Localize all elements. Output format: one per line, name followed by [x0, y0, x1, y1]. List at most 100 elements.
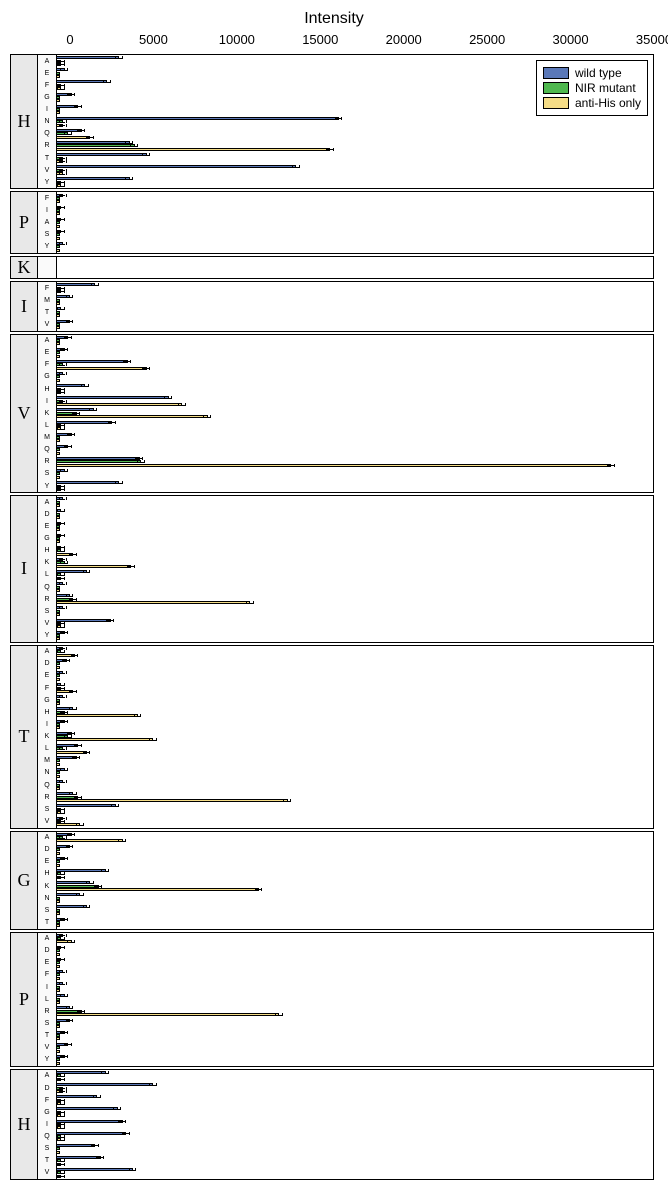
error-bar — [60, 632, 67, 633]
bar — [57, 654, 653, 657]
row-sublabel: Y — [38, 630, 56, 642]
row-sublabel: G — [38, 371, 56, 383]
bar-row — [57, 496, 653, 508]
bar — [57, 637, 653, 640]
bar-fill — [57, 702, 60, 705]
bar — [57, 464, 653, 467]
row-sublabel: T — [38, 1155, 56, 1167]
error-bar — [59, 972, 66, 973]
error-bar — [60, 996, 67, 997]
bar-fill — [57, 714, 138, 717]
bar-fill — [57, 637, 60, 640]
error-bar — [57, 1137, 64, 1138]
error-bar — [62, 660, 69, 661]
row-sublabel: V — [38, 1167, 56, 1179]
error-bar — [106, 620, 113, 621]
sublabel-column: ADFGIQSTV — [38, 1070, 57, 1179]
bar-row — [57, 767, 653, 779]
error-bar — [81, 386, 88, 387]
error-bar — [96, 1157, 103, 1158]
error-bar — [607, 465, 614, 466]
row-sublabel: I — [38, 718, 56, 730]
row-sublabel: I — [38, 1118, 56, 1130]
error-bar — [57, 575, 64, 576]
error-bar — [127, 566, 134, 567]
error-bar — [69, 794, 76, 795]
bar-fill — [57, 476, 60, 479]
row-sublabel: Q — [38, 128, 56, 140]
row-sublabel: R — [38, 593, 56, 605]
error-bar — [59, 374, 66, 375]
row-sublabel: R — [38, 791, 56, 803]
row-sublabel: T — [38, 152, 56, 164]
row-sublabel: D — [38, 658, 56, 670]
row-sublabel: Q — [38, 581, 56, 593]
panel: IADEGHKLQRSVY — [10, 495, 654, 643]
bar — [57, 439, 653, 442]
error-bar — [149, 1085, 156, 1086]
row-sublabel: A — [38, 646, 56, 658]
error-bar — [57, 551, 64, 552]
bar-fill — [57, 613, 60, 616]
error-bar — [91, 285, 98, 286]
panel: TADEFGHIKLMNQRSV — [10, 645, 654, 829]
bar-row — [57, 335, 653, 347]
row-sublabel: E — [38, 347, 56, 359]
panel-label: H — [11, 1070, 38, 1179]
bar-row — [57, 694, 653, 706]
sublabel-column: ADEGHKLQRSVY — [38, 496, 57, 642]
bar — [57, 726, 653, 729]
error-bar — [60, 1056, 67, 1057]
bars-column — [57, 933, 653, 1066]
bar-row — [57, 868, 653, 880]
panel: VAEFGHIKLMQRSY — [10, 334, 654, 494]
bar-fill — [57, 565, 131, 568]
bar — [57, 924, 653, 927]
sublabel-column: ADEFILRSTVY — [38, 933, 57, 1066]
panel: GADEHKNST — [10, 831, 654, 930]
bar-fill — [57, 763, 60, 766]
legend-label: NIR mutant — [575, 81, 636, 95]
bar — [57, 953, 653, 956]
bar — [57, 1001, 653, 1004]
error-bar — [111, 806, 118, 807]
row-sublabel: T — [38, 916, 56, 928]
error-bar — [59, 838, 66, 839]
bar-fill — [57, 516, 60, 519]
error-bar — [60, 721, 67, 722]
bar-row — [57, 731, 653, 743]
bar-fill — [57, 726, 60, 729]
bar — [57, 326, 653, 329]
error-bar — [57, 623, 64, 624]
bar — [57, 290, 653, 293]
bar — [57, 738, 653, 741]
row-sublabel: N — [38, 767, 56, 779]
error-bar — [83, 572, 90, 573]
row-sublabel: Y — [38, 1054, 56, 1066]
error-bar — [57, 489, 64, 490]
bar — [57, 1138, 653, 1141]
x-tick: 10000 — [219, 32, 255, 47]
bar-fill — [57, 355, 60, 358]
error-bar — [59, 499, 66, 500]
error-bar — [135, 458, 142, 459]
error-bar — [57, 389, 64, 390]
error-bar — [57, 511, 64, 512]
panel-label: T — [11, 646, 38, 828]
error-bar — [283, 801, 290, 802]
panel-label: K — [11, 257, 38, 278]
bar-fill — [57, 678, 60, 681]
legend-item: wild type — [543, 66, 641, 80]
error-bar — [57, 821, 64, 822]
error-bar — [57, 874, 64, 875]
error-bar — [59, 673, 66, 674]
row-sublabel: E — [38, 520, 56, 532]
error-bar — [60, 770, 67, 771]
bar-fill — [57, 379, 60, 382]
bar-row — [57, 981, 653, 993]
row-sublabel: S — [38, 468, 56, 480]
bar-row — [57, 593, 653, 605]
error-bar — [101, 871, 108, 872]
bar-fill — [57, 326, 60, 329]
error-bar — [86, 883, 93, 884]
